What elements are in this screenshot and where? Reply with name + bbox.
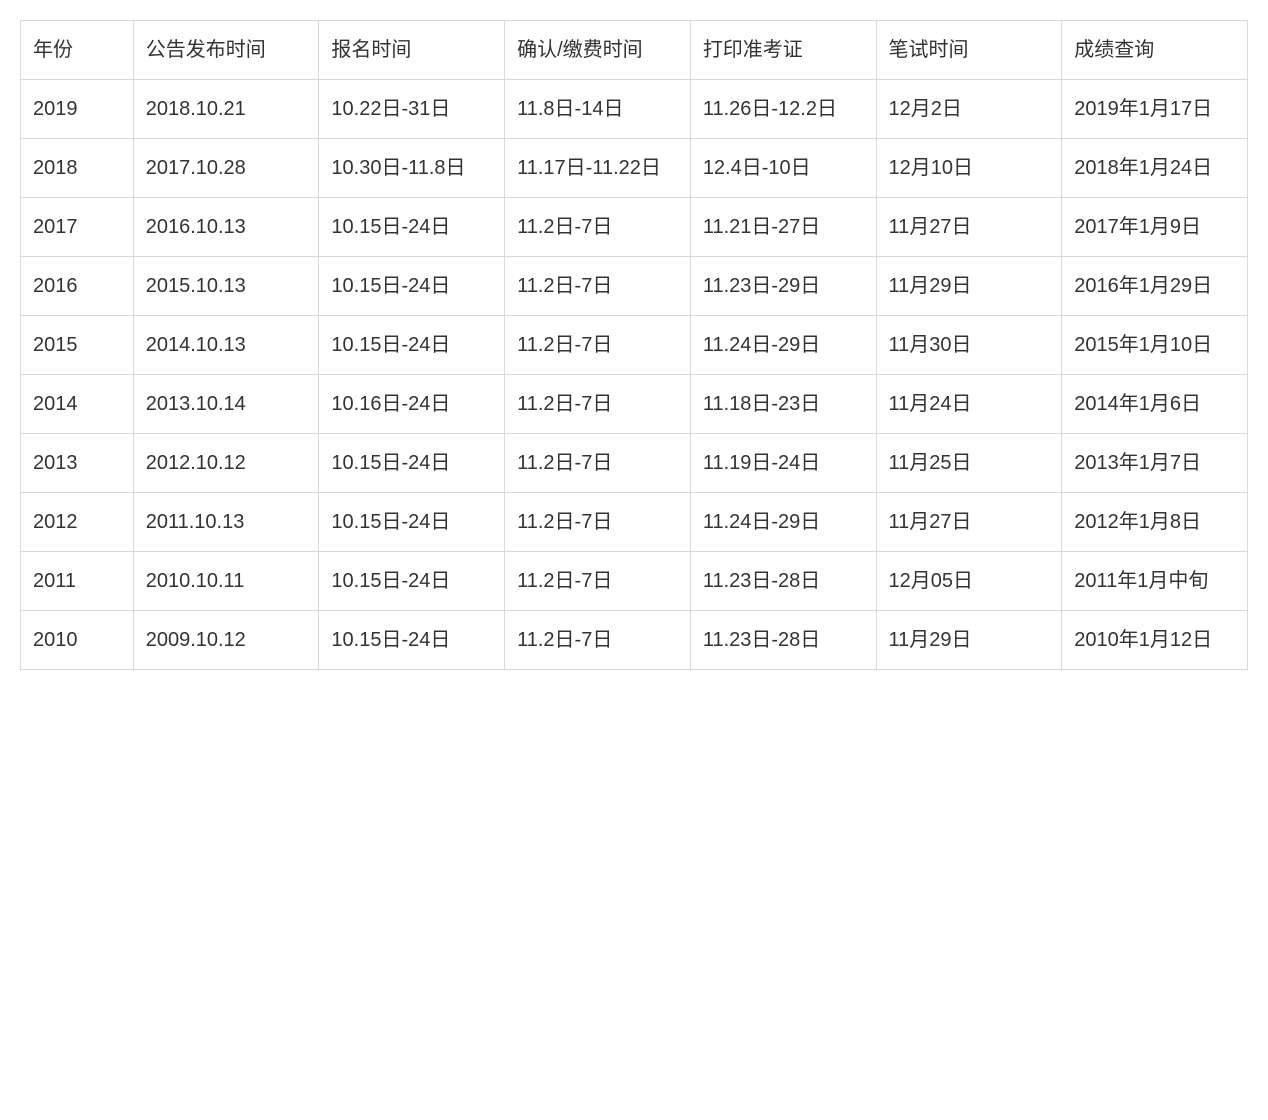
cell-year: 2014: [21, 375, 134, 434]
cell-announce: 2014.10.13: [133, 316, 319, 375]
cell-year: 2017: [21, 198, 134, 257]
cell-confirm: 11.2日-7日: [505, 493, 691, 552]
cell-year: 2013: [21, 434, 134, 493]
cell-exam: 11月27日: [876, 493, 1062, 552]
cell-confirm: 11.2日-7日: [505, 434, 691, 493]
table-row: 2013 2012.10.12 10.15日-24日 11.2日-7日 11.1…: [21, 434, 1248, 493]
column-header-confirm: 确认/缴费时间: [505, 21, 691, 80]
table-row: 2015 2014.10.13 10.15日-24日 11.2日-7日 11.2…: [21, 316, 1248, 375]
cell-exam: 12月2日: [876, 80, 1062, 139]
cell-register: 10.15日-24日: [319, 493, 505, 552]
cell-print: 11.23日-28日: [690, 611, 876, 670]
cell-announce: 2012.10.12: [133, 434, 319, 493]
cell-announce: 2009.10.12: [133, 611, 319, 670]
cell-result: 2016年1月29日: [1062, 257, 1248, 316]
cell-announce: 2018.10.21: [133, 80, 319, 139]
cell-announce: 2016.10.13: [133, 198, 319, 257]
cell-confirm: 11.17日-11.22日: [505, 139, 691, 198]
cell-confirm: 11.2日-7日: [505, 611, 691, 670]
table-row: 2014 2013.10.14 10.16日-24日 11.2日-7日 11.1…: [21, 375, 1248, 434]
table-row: 2016 2015.10.13 10.15日-24日 11.2日-7日 11.2…: [21, 257, 1248, 316]
table-header: 年份 公告发布时间 报名时间 确认/缴费时间 打印准考证 笔试时间 成绩查询: [21, 21, 1248, 80]
cell-confirm: 11.2日-7日: [505, 552, 691, 611]
cell-year: 2010: [21, 611, 134, 670]
table-row: 2011 2010.10.11 10.15日-24日 11.2日-7日 11.2…: [21, 552, 1248, 611]
column-header-print: 打印准考证: [690, 21, 876, 80]
cell-register: 10.15日-24日: [319, 434, 505, 493]
cell-result: 2017年1月9日: [1062, 198, 1248, 257]
cell-result: 2018年1月24日: [1062, 139, 1248, 198]
cell-announce: 2015.10.13: [133, 257, 319, 316]
table-row: 2012 2011.10.13 10.15日-24日 11.2日-7日 11.2…: [21, 493, 1248, 552]
cell-register: 10.30日-11.8日: [319, 139, 505, 198]
table-row: 2017 2016.10.13 10.15日-24日 11.2日-7日 11.2…: [21, 198, 1248, 257]
cell-register: 10.15日-24日: [319, 198, 505, 257]
cell-year: 2011: [21, 552, 134, 611]
cell-print: 11.24日-29日: [690, 493, 876, 552]
cell-register: 10.15日-24日: [319, 552, 505, 611]
cell-year: 2018: [21, 139, 134, 198]
column-header-register: 报名时间: [319, 21, 505, 80]
table-row: 2010 2009.10.12 10.15日-24日 11.2日-7日 11.2…: [21, 611, 1248, 670]
cell-exam: 11月24日: [876, 375, 1062, 434]
cell-year: 2019: [21, 80, 134, 139]
cell-announce: 2013.10.14: [133, 375, 319, 434]
cell-result: 2015年1月10日: [1062, 316, 1248, 375]
cell-print: 11.23日-28日: [690, 552, 876, 611]
column-header-announce: 公告发布时间: [133, 21, 319, 80]
cell-year: 2012: [21, 493, 134, 552]
cell-exam: 12月05日: [876, 552, 1062, 611]
cell-result: 2013年1月7日: [1062, 434, 1248, 493]
cell-announce: 2017.10.28: [133, 139, 319, 198]
column-header-result: 成绩查询: [1062, 21, 1248, 80]
cell-year: 2015: [21, 316, 134, 375]
column-header-year: 年份: [21, 21, 134, 80]
cell-result: 2014年1月6日: [1062, 375, 1248, 434]
column-header-exam: 笔试时间: [876, 21, 1062, 80]
cell-exam: 11月25日: [876, 434, 1062, 493]
cell-result: 2019年1月17日: [1062, 80, 1248, 139]
cell-year: 2016: [21, 257, 134, 316]
cell-exam: 11月27日: [876, 198, 1062, 257]
cell-exam: 11月29日: [876, 257, 1062, 316]
exam-schedule-table: 年份 公告发布时间 报名时间 确认/缴费时间 打印准考证 笔试时间 成绩查询 2…: [20, 20, 1248, 670]
cell-register: 10.22日-31日: [319, 80, 505, 139]
cell-print: 11.24日-29日: [690, 316, 876, 375]
cell-exam: 12月10日: [876, 139, 1062, 198]
cell-register: 10.15日-24日: [319, 611, 505, 670]
cell-result: 2012年1月8日: [1062, 493, 1248, 552]
cell-confirm: 11.2日-7日: [505, 316, 691, 375]
cell-confirm: 11.2日-7日: [505, 375, 691, 434]
cell-announce: 2011.10.13: [133, 493, 319, 552]
cell-announce: 2010.10.11: [133, 552, 319, 611]
cell-print: 11.21日-27日: [690, 198, 876, 257]
cell-print: 11.18日-23日: [690, 375, 876, 434]
cell-confirm: 11.2日-7日: [505, 257, 691, 316]
cell-result: 2010年1月12日: [1062, 611, 1248, 670]
table-body: 2019 2018.10.21 10.22日-31日 11.8日-14日 11.…: [21, 80, 1248, 670]
table-row: 2019 2018.10.21 10.22日-31日 11.8日-14日 11.…: [21, 80, 1248, 139]
table-header-row: 年份 公告发布时间 报名时间 确认/缴费时间 打印准考证 笔试时间 成绩查询: [21, 21, 1248, 80]
cell-result: 2011年1月中旬: [1062, 552, 1248, 611]
cell-print: 11.23日-29日: [690, 257, 876, 316]
cell-print: 12.4日-10日: [690, 139, 876, 198]
cell-exam: 11月30日: [876, 316, 1062, 375]
cell-print: 11.26日-12.2日: [690, 80, 876, 139]
cell-print: 11.19日-24日: [690, 434, 876, 493]
cell-register: 10.15日-24日: [319, 316, 505, 375]
table-row: 2018 2017.10.28 10.30日-11.8日 11.17日-11.2…: [21, 139, 1248, 198]
cell-register: 10.16日-24日: [319, 375, 505, 434]
cell-confirm: 11.8日-14日: [505, 80, 691, 139]
cell-exam: 11月29日: [876, 611, 1062, 670]
cell-register: 10.15日-24日: [319, 257, 505, 316]
cell-confirm: 11.2日-7日: [505, 198, 691, 257]
